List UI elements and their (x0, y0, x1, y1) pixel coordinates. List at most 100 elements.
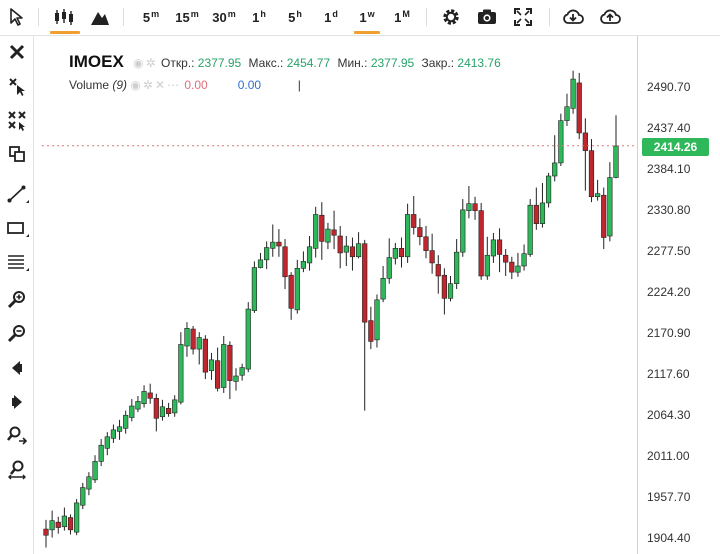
candle (49, 510, 55, 538)
candle-body-down (288, 274, 294, 309)
candle (245, 302, 251, 373)
settings-icon[interactable]: ✲ (145, 56, 156, 70)
candle (570, 70, 576, 114)
candle-body-up (110, 429, 117, 439)
candle (276, 229, 282, 257)
volume-label: Volume (69, 78, 110, 92)
candle (411, 196, 417, 235)
candle-body-down (349, 246, 356, 258)
candle-body-up (196, 337, 202, 350)
price-chart[interactable]: 2490.70 2437.40 2384.10 2330.80 2277.50 2224.… (34, 36, 720, 554)
price-tick-label: 2437.40 (647, 121, 691, 135)
settings-icon[interactable]: ✲ (142, 78, 153, 92)
copy-icon[interactable] (5, 142, 29, 166)
candle (135, 396, 141, 413)
candle-body-up (233, 375, 239, 382)
candle (435, 255, 441, 294)
candlestick-chart-icon[interactable] (48, 4, 82, 34)
candle (306, 236, 313, 271)
candle (141, 385, 147, 408)
zoom-in-icon[interactable] (5, 288, 29, 312)
candle (313, 206, 319, 258)
scroll-right-icon[interactable] (5, 390, 29, 414)
open-value: 2377.95 (197, 56, 242, 70)
zoom-reset-icon[interactable] (5, 458, 29, 482)
camera-icon[interactable] (474, 4, 500, 30)
candle-body-down (496, 239, 503, 255)
candle-body-down (435, 264, 441, 277)
candle-body-up (172, 399, 178, 414)
candle (588, 139, 595, 203)
timeframe-30m[interactable]: 30 m (212, 9, 236, 25)
candle-body-up (405, 214, 411, 258)
candle-body-up (545, 175, 552, 204)
candle-body-up (392, 248, 398, 259)
candle-body-up (86, 476, 92, 490)
close-value: 2413.76 (457, 56, 501, 70)
candle-body-up (454, 251, 460, 284)
candle (552, 135, 558, 182)
gear-icon[interactable] (438, 4, 464, 30)
price-tick-label: 2064.30 (647, 408, 691, 422)
open-label: Откр.: (161, 56, 195, 70)
zoom-out-icon[interactable] (5, 322, 29, 346)
trend-line-icon[interactable] (5, 182, 29, 206)
visibility-icon[interactable]: ◉ (133, 56, 144, 70)
candle-body-down (411, 214, 417, 228)
candle-body-down (478, 210, 484, 277)
low-value: 2377.95 (370, 56, 415, 70)
candle (454, 239, 460, 290)
candle-body-up (257, 259, 264, 268)
candle-body-up (239, 367, 245, 376)
candle (392, 242, 398, 265)
candle-body-up (539, 202, 546, 224)
candle-body-up (558, 120, 564, 164)
rectangle-icon[interactable] (5, 216, 29, 240)
candle-body-up (104, 436, 110, 449)
candle-body-up (178, 344, 184, 403)
candle-body-down (588, 150, 595, 198)
candle (110, 424, 117, 443)
clear-all-icon[interactable] (5, 108, 29, 132)
candle (208, 352, 215, 380)
timeframe-15m[interactable]: 15 m (175, 9, 199, 25)
cursor-icon[interactable] (4, 4, 28, 30)
candle-body-down (601, 194, 607, 238)
candle (417, 218, 423, 246)
candle (221, 336, 227, 393)
more-icon[interactable]: ⋯ (167, 78, 179, 92)
candle (129, 399, 135, 422)
close-icon[interactable] (5, 40, 29, 64)
candle-body-up (380, 278, 386, 300)
remove-indicator-icon[interactable]: ✕ (154, 78, 165, 92)
scroll-left-icon[interactable] (5, 356, 29, 380)
candle (331, 210, 337, 250)
candle-body-down (67, 517, 74, 531)
candle-body-down (331, 229, 337, 236)
candle-body-up (251, 267, 257, 311)
zoom-forward-icon[interactable] (5, 424, 29, 448)
candle-body-down (276, 241, 282, 247)
candle (184, 322, 190, 357)
candle-body-up (270, 241, 276, 249)
cloud-download-icon[interactable] (560, 4, 586, 30)
candle-body-up (294, 268, 300, 311)
remove-drawing-icon[interactable] (5, 74, 29, 98)
candle (86, 472, 92, 496)
area-chart-icon[interactable] (87, 4, 113, 30)
horizontal-lines-icon[interactable] (5, 250, 29, 274)
candle (564, 93, 570, 126)
visibility-icon[interactable]: ◉ (130, 78, 141, 92)
candle-body-down (398, 248, 405, 258)
symbol-name: IMOEX (69, 52, 124, 71)
candle-body-up (129, 405, 135, 418)
cloud-upload-icon[interactable] (597, 4, 623, 30)
candle (533, 187, 539, 230)
fullscreen-icon[interactable] (510, 4, 536, 30)
